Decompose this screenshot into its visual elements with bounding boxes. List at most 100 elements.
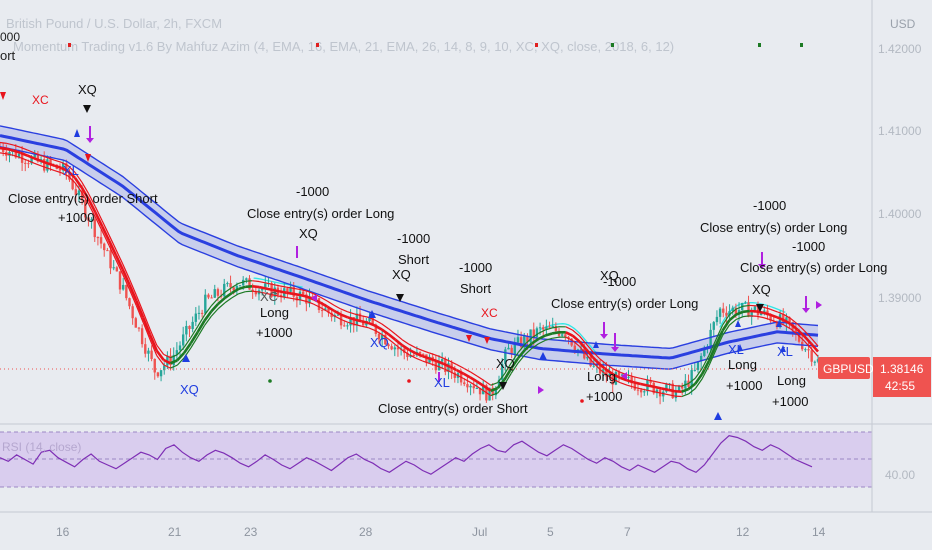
ema-trend-segment <box>279 295 287 299</box>
ema-trend-segment <box>163 353 171 359</box>
ema-trend-segment <box>776 311 785 316</box>
candle-body <box>500 363 504 380</box>
annotation-xl: XL <box>728 342 744 357</box>
sell-marker-icon <box>0 92 6 100</box>
ema-trend-segment <box>128 289 137 306</box>
candle-body <box>725 312 728 316</box>
annotation-long: Long <box>728 357 757 372</box>
indicator-title[interactable]: Momentum Trading v1.6 By Mahfuz Azim (4,… <box>13 39 674 54</box>
candle-body <box>731 307 734 312</box>
candle-body <box>491 387 494 396</box>
ema-trend-segment <box>26 154 35 160</box>
ema-trend-segment <box>667 383 675 387</box>
ema-trend-segment <box>122 263 131 280</box>
ema-trend-segment <box>163 364 171 369</box>
candle-body <box>513 342 517 354</box>
ema-trend-segment <box>517 343 526 354</box>
ema-trend-segment <box>626 379 635 384</box>
exit-marker-icon <box>538 386 544 394</box>
ema-trend-segment <box>722 324 730 336</box>
buy-marker-icon <box>776 320 782 327</box>
arrow-down-icon <box>86 138 94 143</box>
candle-body <box>390 346 393 350</box>
candle-body <box>172 354 175 365</box>
ema-trend-segment <box>94 206 103 222</box>
candle-body <box>690 370 693 387</box>
candle-body <box>478 388 482 395</box>
ema-trend-segment <box>429 352 437 356</box>
candle-body <box>627 376 630 378</box>
candle-body <box>753 306 757 311</box>
candle-body <box>223 283 226 297</box>
ema-trend-segment <box>803 330 812 339</box>
candle-body <box>216 289 220 296</box>
symbol-badge[interactable] <box>818 357 870 379</box>
ema-trend-segment <box>54 159 62 163</box>
ema-trend-segment <box>770 308 778 313</box>
price-tick: 1.42000 <box>878 42 922 56</box>
candle-body <box>396 347 400 350</box>
ema-trend-segment <box>340 318 348 323</box>
ema-trend-segment <box>530 337 540 345</box>
chart-title[interactable]: British Pound / U.S. Dollar, 2h, FXCM <box>6 16 222 31</box>
annotation-xc: XC <box>32 93 49 107</box>
ema-trend-segment <box>33 152 42 156</box>
ema-trend-segment <box>108 245 117 261</box>
ema-trend-segment <box>272 294 280 297</box>
arrow-down-icon <box>802 308 810 313</box>
candle-body <box>693 369 697 371</box>
ema-trend-segment <box>462 372 471 379</box>
candle-body <box>535 328 539 338</box>
ema-trend-segment <box>722 314 730 326</box>
candle-body <box>573 345 577 352</box>
annotation-minus-1000: -1000 <box>792 239 825 254</box>
ema-trend-segment <box>552 336 560 339</box>
ema-trend-segment <box>258 291 266 294</box>
candle-body <box>115 267 119 272</box>
candle-body <box>620 374 624 376</box>
ema-trend-segment <box>565 331 574 337</box>
candle-body <box>643 391 646 393</box>
ema-trend-segment <box>354 318 362 323</box>
annotation-xc: XC <box>260 289 278 304</box>
ema-trend-segment <box>647 379 655 382</box>
last-price-badge[interactable] <box>873 357 931 397</box>
ema-trend-segment <box>293 287 301 291</box>
annotation-close-long: Close entry(s) order Long <box>551 296 698 311</box>
candle-body <box>504 349 507 364</box>
candle-body <box>27 163 30 165</box>
ema-trend-segment <box>149 328 158 346</box>
ema-trend-segment <box>401 339 410 345</box>
ema-trend-segment <box>619 376 628 382</box>
time-tick: 7 <box>624 525 631 539</box>
annotation-xq: XQ <box>299 226 318 241</box>
candle-body <box>71 179 74 190</box>
annotation-minus-1000: -1000 <box>459 260 492 275</box>
candle-body <box>134 318 138 328</box>
ema-trend-segment <box>681 393 689 398</box>
ema-trend-segment <box>544 332 553 337</box>
ema-trend-segment <box>13 149 21 155</box>
candle-body <box>797 333 801 342</box>
candle-body <box>516 337 520 343</box>
ema-trend-segment <box>810 348 819 357</box>
sell-marker-icon <box>85 154 91 162</box>
ema-trend-segment <box>142 311 151 330</box>
sell-marker-icon <box>396 294 404 302</box>
candle-body <box>144 344 147 354</box>
candle-body <box>371 317 374 325</box>
candle-body <box>103 243 106 251</box>
candle-body <box>633 383 637 390</box>
ema-trend-segment <box>707 345 717 362</box>
candle-body <box>532 329 535 338</box>
ema-trend-segment <box>231 287 240 295</box>
ema-trend-segment <box>599 363 608 371</box>
ema-trend-segment <box>101 231 110 246</box>
ema-trend-segment <box>286 296 294 300</box>
countdown-value: 42:55 <box>885 379 915 393</box>
candle-body <box>734 307 738 315</box>
ema-trend-segment <box>606 363 614 370</box>
candle-body <box>560 334 564 336</box>
ema-trend-segment <box>128 284 138 302</box>
annotation-minus-1000: -1000 <box>296 184 329 199</box>
